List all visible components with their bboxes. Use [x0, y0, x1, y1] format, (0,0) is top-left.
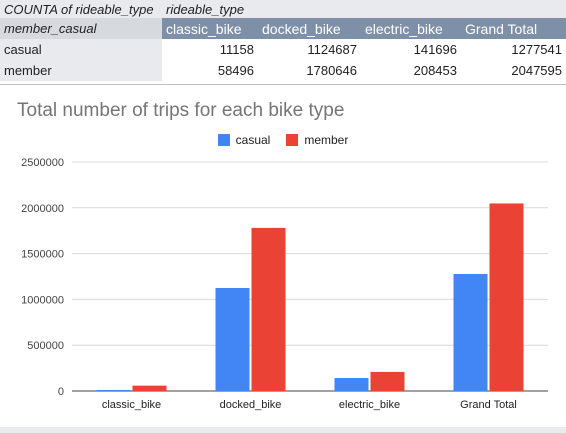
pivot-header-docked-bike: docked_bike: [258, 18, 361, 39]
pivot-column-group-label: rideable_type: [162, 0, 566, 18]
pivot-divider: [0, 84, 566, 85]
y-tick-label: 2500000: [21, 157, 64, 169]
bar-chart: Total number of trips for each bike type…: [0, 90, 566, 427]
bar-casual-electric-bike: [335, 378, 369, 391]
y-tick-label: 1000000: [21, 294, 64, 306]
table-cell: 2047595: [461, 60, 566, 81]
table-cell: 1277541: [461, 39, 566, 60]
bar-member-grand-total: [490, 203, 524, 391]
row-label: member: [0, 60, 162, 81]
table-cell: 208453: [361, 60, 461, 81]
pivot-header-electric-bike: electric_bike: [361, 18, 461, 39]
y-tick-label: 0: [58, 386, 64, 398]
table-cell: 141696: [361, 39, 461, 60]
y-tick-label: 500000: [27, 340, 64, 352]
row-label: casual: [0, 39, 162, 60]
pivot-header-grand-total: Grand Total: [461, 18, 566, 39]
bottom-scroll-strip[interactable]: [0, 427, 566, 433]
bar-casual-grand-total: [454, 274, 488, 391]
pivot-table: COUNTA of rideable_type rideable_type me…: [0, 0, 566, 90]
table-cell: 58496: [162, 60, 258, 81]
bar-casual-classic-bike: [97, 390, 131, 391]
table-cell: 1124687: [258, 39, 361, 60]
pivot-corner-label: COUNTA of rideable_type: [0, 0, 162, 18]
y-tick-label: 2000000: [21, 203, 64, 215]
y-tick-label: 1500000: [21, 249, 64, 261]
pivot-row-group-label: member_casual: [0, 18, 162, 39]
bar-casual-docked-bike: [216, 288, 250, 391]
x-tick-label: classic_bike: [102, 399, 161, 411]
table-cell: 1780646: [258, 60, 361, 81]
pivot-header-classic-bike: classic_bike: [162, 18, 258, 39]
x-tick-label: docked_bike: [220, 399, 282, 411]
bar-member-classic-bike: [133, 386, 167, 391]
x-tick-label: Grand Total: [460, 399, 517, 411]
bar-member-electric-bike: [371, 372, 405, 391]
bar-member-docked-bike: [252, 228, 286, 391]
table-cell: 11158: [162, 39, 258, 60]
table-row: casual 11158 1124687 141696 1277541: [0, 39, 566, 60]
chart-plot: 0 500000 1000000 1500000 2000000 2500000 class…: [0, 90, 566, 427]
table-row: member 58496 1780646 208453 2047595: [0, 60, 566, 81]
x-tick-label: electric_bike: [339, 399, 400, 411]
